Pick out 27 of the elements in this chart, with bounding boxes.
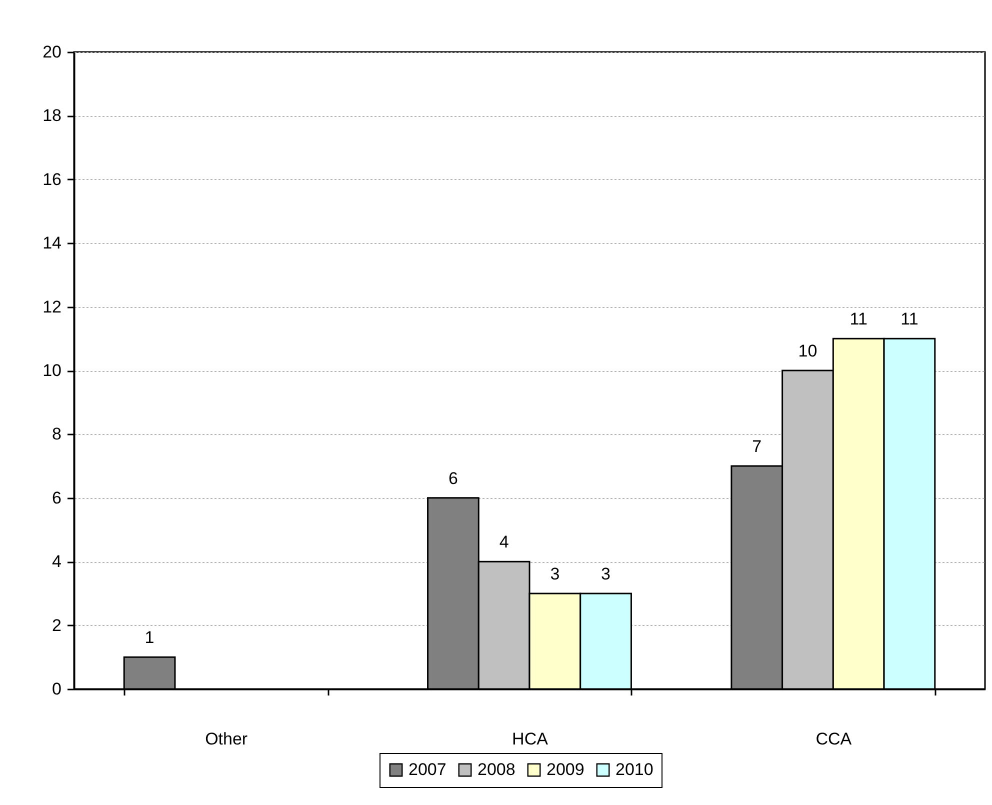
x-tick-label: CCA: [816, 730, 852, 748]
data-label: 10: [798, 342, 818, 360]
data-label: 3: [550, 564, 560, 584]
legend-label: 2008: [478, 760, 516, 779]
legend-label: 2010: [616, 760, 654, 779]
data-label: 4: [499, 532, 509, 552]
y-tick-label: 16: [42, 170, 62, 189]
x-tick-label: Other: [205, 730, 248, 748]
y-tick-label: 8: [52, 424, 62, 444]
y-tick-label: 12: [42, 297, 62, 316]
y-tick-label: 2: [52, 616, 62, 635]
y-tick-label: 20: [42, 42, 62, 62]
y-tick-label: 10: [42, 361, 62, 380]
data-label: 1: [144, 628, 154, 648]
y-tick-label: 14: [42, 234, 62, 253]
data-label: 11: [850, 310, 868, 329]
y-tick-label: 18: [42, 106, 62, 126]
x-tick-label: HCA: [512, 730, 549, 748]
data-label: 3: [601, 564, 611, 584]
legend-label: 2009: [546, 760, 584, 779]
y-tick-label: 0: [52, 680, 62, 698]
y-tick-label: 4: [52, 552, 62, 572]
data-label: 6: [448, 468, 458, 488]
data-label: 11: [900, 310, 918, 329]
legend-label: 2007: [408, 760, 446, 779]
data-label: 7: [752, 437, 762, 456]
y-tick-label: 6: [52, 488, 62, 508]
